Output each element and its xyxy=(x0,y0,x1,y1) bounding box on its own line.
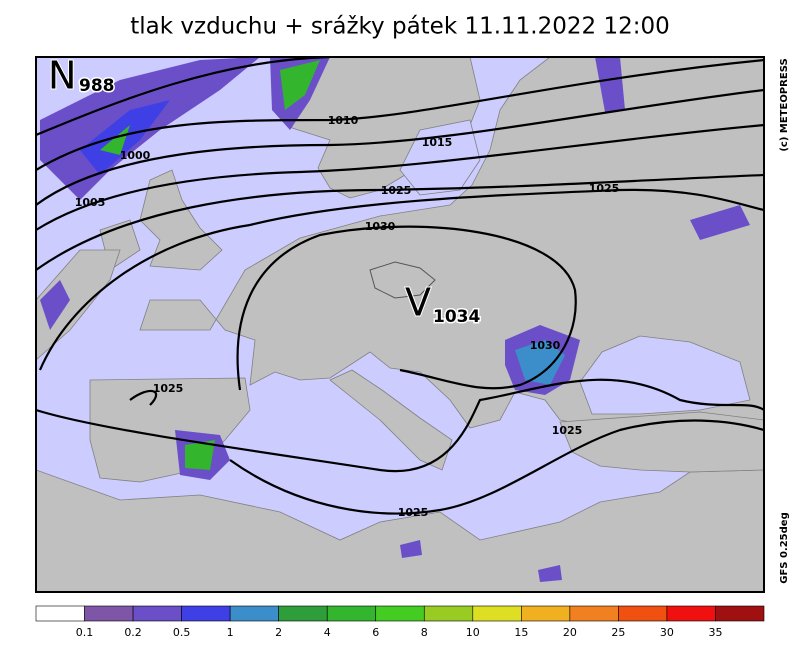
legend-tick-label: 15 xyxy=(514,626,528,639)
copyright: (c) METEOPRESS xyxy=(779,58,790,151)
isobar-label: 1030 xyxy=(365,220,396,233)
legend-tick-label: 4 xyxy=(324,626,331,639)
border-outline xyxy=(369,261,436,299)
legend-swatch xyxy=(278,605,328,622)
map-frame xyxy=(35,56,765,593)
legend-swatch xyxy=(521,605,571,622)
isobar-label: 1005 xyxy=(75,196,106,209)
legend-tick-label: 35 xyxy=(708,626,722,639)
pressure-center-letter: N xyxy=(48,54,76,98)
legend-tick-label: 25 xyxy=(611,626,625,639)
isobar-label: 1025 xyxy=(398,506,429,519)
pressure-center-letter: V xyxy=(405,281,431,325)
isobar-label: 1025 xyxy=(552,424,583,437)
legend-tick-label: 0.1 xyxy=(76,626,94,639)
isobar-label: 1010 xyxy=(328,114,359,127)
isobar-label: 1000 xyxy=(120,149,151,162)
legend-tick-label: 6 xyxy=(372,626,379,639)
legend-tick-label: 10 xyxy=(466,626,480,639)
legend-tick-label: 0.5 xyxy=(173,626,191,639)
isobar-labels: 1010 1015 1000 1005 1025 1025 1030 1030 … xyxy=(75,114,620,519)
legend-tick-label: 0.2 xyxy=(124,626,142,639)
legend-tick-label: 2 xyxy=(275,626,282,639)
legend-swatch xyxy=(84,605,134,622)
legend-swatch xyxy=(132,605,182,622)
legend-swatch xyxy=(181,605,231,622)
legend-swatch xyxy=(229,605,279,622)
pressure-center-value: 1034 xyxy=(433,307,480,327)
map-area: 1010 1015 1000 1005 1025 1025 1030 1030 … xyxy=(36,54,764,592)
isobar-label: 1015 xyxy=(422,136,453,149)
legend-swatch xyxy=(423,605,474,622)
legend-swatch xyxy=(618,605,668,622)
black-sea xyxy=(579,335,751,415)
legend-swatch xyxy=(326,605,377,622)
legend-tick-label: 30 xyxy=(660,626,674,639)
pressure-center-value: 988 xyxy=(79,76,115,96)
legend-swatch xyxy=(666,605,716,622)
legend-swatch xyxy=(35,605,85,622)
isobar-label: 1025 xyxy=(153,382,184,395)
model-label: GFS 0.25deg xyxy=(779,512,790,584)
legend-tick-label: 1 xyxy=(227,626,234,639)
precipitation xyxy=(40,57,750,582)
title: tlak vzduchu + srážky pátek 11.11.2022 1… xyxy=(130,14,670,40)
legend-swatch xyxy=(715,605,765,622)
legend-tick-label: 8 xyxy=(421,626,428,639)
land xyxy=(36,57,764,592)
isobar-label: 1025 xyxy=(381,184,412,197)
legend-swatch xyxy=(375,605,425,622)
isobars xyxy=(36,57,764,515)
isobar-label: 1030 xyxy=(530,339,561,352)
legend-swatch xyxy=(472,605,522,622)
legend-tick-label: 20 xyxy=(563,626,577,639)
isobar-label: 1025 xyxy=(589,182,620,195)
color-legend: 0.1 0.2 0.5 1 2 4 6 8 10 15 20 25 30 35 xyxy=(35,605,765,639)
legend-swatch xyxy=(569,605,619,622)
